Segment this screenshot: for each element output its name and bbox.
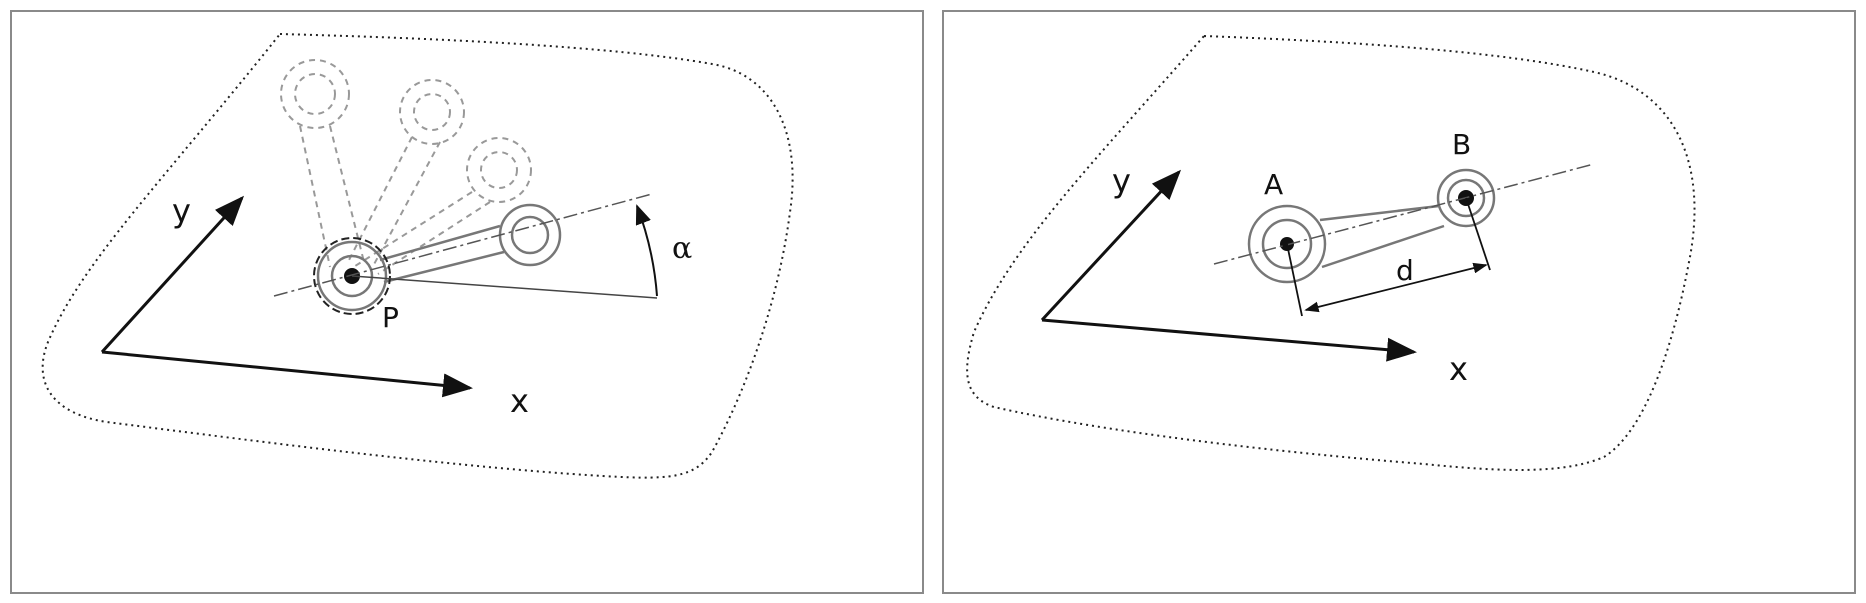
x-axis-arrow bbox=[101, 350, 473, 398]
part-center-line bbox=[273, 193, 653, 297]
pivot-circle bbox=[313, 237, 391, 315]
y-axis-label: y bbox=[1112, 162, 1131, 200]
distance-dimension bbox=[1286, 197, 1491, 317]
workspace-boundary bbox=[41, 32, 794, 479]
x-axis-label: x bbox=[510, 382, 529, 420]
y-axis-arrow bbox=[1040, 169, 1182, 322]
angle-label: α bbox=[672, 231, 692, 266]
left-diagram-panel: x y P α bbox=[10, 10, 924, 594]
y-axis-arrow bbox=[100, 195, 245, 354]
workspace-boundary bbox=[966, 34, 1696, 471]
x-axis-arrow bbox=[1041, 318, 1417, 362]
right-diagram-panel: x y A B d bbox=[942, 10, 1856, 594]
point-a-label: A bbox=[1264, 168, 1283, 201]
part-outline bbox=[316, 203, 562, 312]
part-outline bbox=[1247, 168, 1496, 284]
part-center-line bbox=[1213, 163, 1595, 265]
point-b-label: B bbox=[1452, 128, 1471, 161]
distance-label: d bbox=[1396, 254, 1414, 287]
right-diagram: x y A B d bbox=[966, 34, 1696, 471]
angle-arc bbox=[635, 204, 658, 297]
y-axis-label: y bbox=[172, 192, 191, 230]
left-diagram: x y P α bbox=[41, 32, 794, 479]
reference-line bbox=[351, 275, 658, 299]
ghost-part-positions bbox=[280, 59, 532, 275]
x-axis-label: x bbox=[1449, 350, 1468, 388]
pivot-label: P bbox=[382, 301, 399, 334]
